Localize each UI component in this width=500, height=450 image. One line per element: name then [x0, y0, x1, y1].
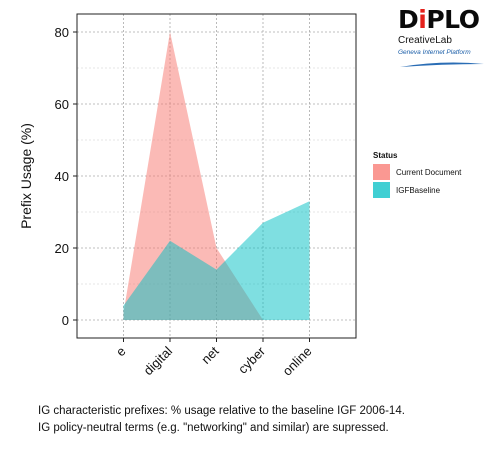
logo-wordmark-d: D: [398, 5, 419, 34]
y-tick-label: 0: [62, 313, 69, 328]
x-tick-label: digital: [140, 343, 175, 378]
logo-tagline: Geneva Internet Platform: [398, 49, 471, 56]
y-tick-label: 20: [55, 241, 69, 256]
y-tick-label: 60: [55, 97, 69, 112]
swoosh-icon: [400, 62, 484, 67]
logo-wordmark-rest: PLO: [426, 5, 480, 34]
caption-line-1: IG characteristic prefixes: % usage rela…: [38, 405, 405, 417]
legend: Status Current Document IGFBaseline: [373, 151, 462, 198]
diplo-logo: DiPLO CreativeLab Geneva Internet Platfo…: [398, 6, 490, 84]
legend-swatch-0: [373, 164, 390, 180]
legend-label-0: Current Document: [396, 168, 462, 177]
x-tick-label: net: [198, 343, 222, 367]
logo-wordmark: DiPLO: [398, 6, 490, 34]
caption-line-2: IG policy-neutral terms (e.g. "networkin…: [38, 422, 389, 434]
y-tick-label: 40: [55, 169, 69, 184]
x-tick-label: cyber: [235, 343, 269, 377]
logo-wordmark-i: i: [418, 5, 427, 34]
logo-subtitle: CreativeLab: [398, 35, 452, 46]
x-tick-label: online: [279, 344, 314, 379]
area-igfbaseline: [123, 201, 310, 320]
x-tick-label: e: [113, 344, 129, 360]
legend-title: Status: [373, 151, 398, 160]
y-axis-title: Prefix Usage (%): [18, 123, 34, 229]
legend-label-1: IGFBaseline: [396, 186, 441, 195]
y-tick-label: 80: [55, 25, 69, 40]
area-series: [123, 32, 310, 320]
chart-caption: IG characteristic prefixes: % usage rela…: [38, 403, 405, 437]
legend-swatch-1: [373, 182, 390, 198]
